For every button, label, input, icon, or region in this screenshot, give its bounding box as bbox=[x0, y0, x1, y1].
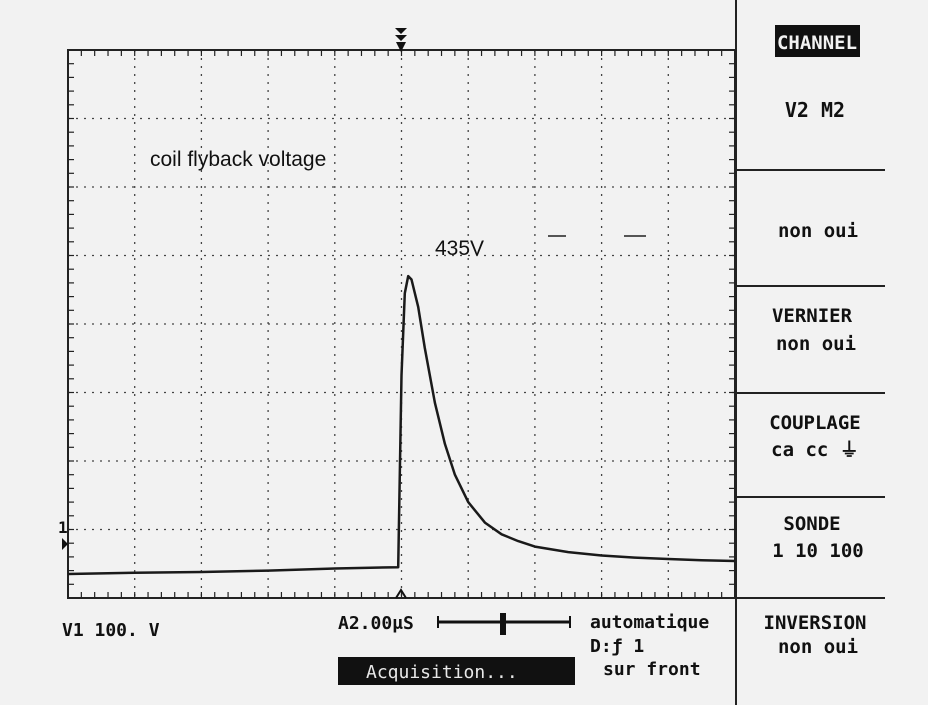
menu-title-box bbox=[775, 25, 860, 57]
softkey-display-toggle[interactable]: non oui bbox=[778, 220, 858, 242]
channel-marker-label: 1 bbox=[58, 518, 68, 537]
menu-title: CHANNEL bbox=[777, 32, 857, 54]
channel-scale-readout: V1 100. V bbox=[62, 620, 160, 641]
waveform-trace bbox=[67, 274, 736, 576]
channel-ground-marker: 1 bbox=[58, 518, 68, 550]
timebase-readout: A2.00μS bbox=[338, 613, 414, 634]
softkey-vernier-title: VERNIER bbox=[772, 305, 853, 327]
softkey-channel-select[interactable]: V2 M2 bbox=[785, 98, 845, 122]
softkey-inversion-title: INVERSION bbox=[764, 612, 867, 634]
softkey-menu: CHANNEL V2 M2 non oui VERNIER non oui CO… bbox=[735, 0, 885, 705]
trigger-marker-top bbox=[395, 28, 407, 52]
softkey-inversion-options[interactable]: non oui bbox=[778, 636, 858, 658]
annotation-coil-flyback: coil flyback voltage bbox=[150, 148, 326, 171]
annotation-peak-voltage: 435V bbox=[435, 237, 484, 260]
softkey-couplage-title: COUPLAGE bbox=[769, 412, 861, 434]
softkey-sonde-title: SONDE bbox=[783, 513, 840, 535]
softkey-couplage-options[interactable]: ca cc ⏚ bbox=[771, 439, 859, 461]
acquisition-status: Acquisition... bbox=[366, 662, 518, 683]
slider-thumb[interactable] bbox=[500, 613, 506, 635]
trigger-level-slider[interactable] bbox=[437, 613, 571, 635]
softkey-sonde-options[interactable]: 1 10 100 bbox=[772, 540, 864, 562]
status-bar: V1 100. V A2.00μS automatique D:ƒ 1 sur … bbox=[62, 612, 709, 685]
acquisition-box bbox=[338, 657, 575, 685]
trigger-marker-bottom bbox=[395, 588, 407, 599]
trigger-mode-readout: automatique bbox=[590, 612, 709, 633]
trigger-source-readout: D:ƒ 1 bbox=[590, 636, 644, 657]
trigger-edge-readout: sur front bbox=[603, 659, 701, 680]
softkey-vernier-options[interactable]: non oui bbox=[776, 333, 856, 355]
